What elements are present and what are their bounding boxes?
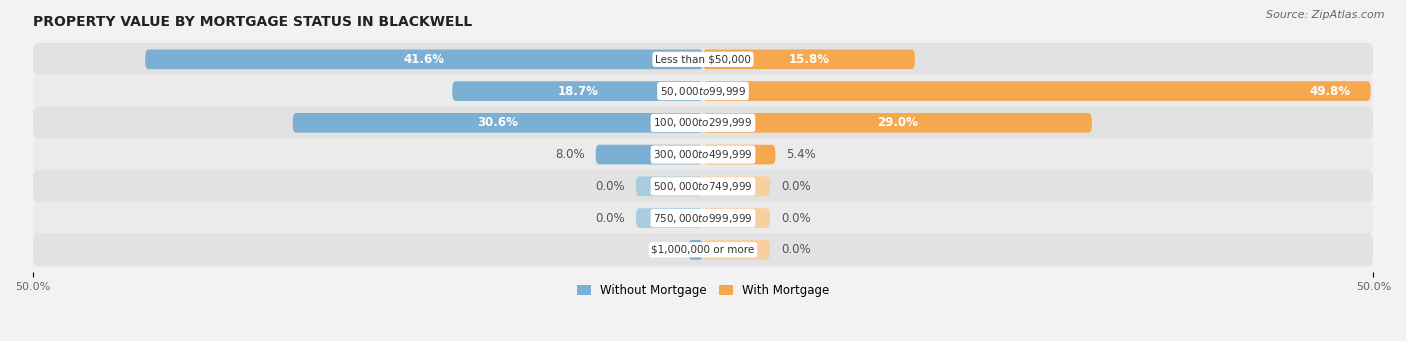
Text: $500,000 to $749,999: $500,000 to $749,999: [654, 180, 752, 193]
Text: 8.0%: 8.0%: [555, 148, 585, 161]
FancyBboxPatch shape: [703, 208, 770, 228]
FancyBboxPatch shape: [145, 49, 703, 69]
Text: 1.1%: 1.1%: [648, 243, 678, 256]
Text: 0.0%: 0.0%: [780, 211, 810, 225]
FancyBboxPatch shape: [703, 49, 915, 69]
FancyBboxPatch shape: [703, 240, 770, 260]
FancyBboxPatch shape: [703, 177, 770, 196]
FancyBboxPatch shape: [32, 43, 1374, 76]
Text: $100,000 to $299,999: $100,000 to $299,999: [654, 116, 752, 129]
Text: $300,000 to $499,999: $300,000 to $499,999: [654, 148, 752, 161]
FancyBboxPatch shape: [453, 81, 703, 101]
FancyBboxPatch shape: [32, 233, 1374, 266]
Legend: Without Mortgage, With Mortgage: Without Mortgage, With Mortgage: [572, 279, 834, 301]
FancyBboxPatch shape: [596, 145, 703, 164]
FancyBboxPatch shape: [703, 113, 1092, 133]
Text: Less than $50,000: Less than $50,000: [655, 54, 751, 64]
FancyBboxPatch shape: [636, 208, 703, 228]
Text: $750,000 to $999,999: $750,000 to $999,999: [654, 211, 752, 225]
FancyBboxPatch shape: [703, 145, 775, 164]
Text: 29.0%: 29.0%: [877, 116, 918, 129]
FancyBboxPatch shape: [32, 202, 1374, 235]
FancyBboxPatch shape: [32, 106, 1374, 139]
Text: 18.7%: 18.7%: [557, 85, 598, 98]
Text: $50,000 to $99,999: $50,000 to $99,999: [659, 85, 747, 98]
Text: 0.0%: 0.0%: [596, 211, 626, 225]
Text: 0.0%: 0.0%: [596, 180, 626, 193]
Text: PROPERTY VALUE BY MORTGAGE STATUS IN BLACKWELL: PROPERTY VALUE BY MORTGAGE STATUS IN BLA…: [32, 15, 472, 29]
FancyBboxPatch shape: [32, 170, 1374, 203]
FancyBboxPatch shape: [689, 240, 703, 260]
Text: $1,000,000 or more: $1,000,000 or more: [651, 245, 755, 255]
Text: 0.0%: 0.0%: [780, 180, 810, 193]
Text: 5.4%: 5.4%: [786, 148, 815, 161]
Text: 15.8%: 15.8%: [789, 53, 830, 66]
Text: 49.8%: 49.8%: [1309, 85, 1351, 98]
Text: Source: ZipAtlas.com: Source: ZipAtlas.com: [1267, 10, 1385, 20]
FancyBboxPatch shape: [32, 138, 1374, 171]
Text: 41.6%: 41.6%: [404, 53, 444, 66]
FancyBboxPatch shape: [636, 177, 703, 196]
Text: 0.0%: 0.0%: [780, 243, 810, 256]
Text: 30.6%: 30.6%: [478, 116, 519, 129]
FancyBboxPatch shape: [292, 113, 703, 133]
FancyBboxPatch shape: [32, 75, 1374, 108]
FancyBboxPatch shape: [703, 81, 1371, 101]
